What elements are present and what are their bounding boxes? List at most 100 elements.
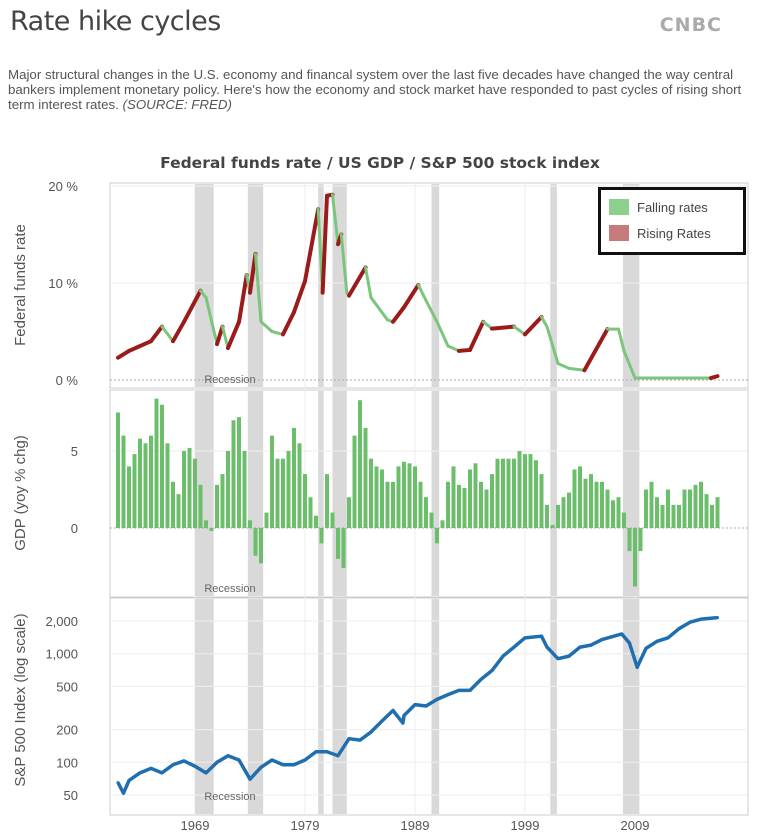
rising-rate-segment [149,324,164,344]
gdp-bar [578,466,582,528]
gdp-bar [693,484,698,528]
gdp-bar [644,489,648,528]
y-tick-label: 50 [64,788,78,803]
sp500-point [281,763,285,767]
sp500-point [127,778,131,782]
falling-rate-segment [424,298,439,324]
y-tick-label: 10 % [48,276,78,291]
gdp-bar [149,435,153,528]
gdp-bar [341,528,346,569]
recession-band [247,391,264,596]
gdp-bar [248,520,252,528]
rising-rate-segment [182,288,203,324]
gdp-bar [363,427,368,528]
sp500-point [424,704,428,708]
recession-band [195,599,214,814]
gdp-bar [699,481,703,528]
gdp-bar [413,466,417,528]
x-tick-label: 1989 [401,818,430,832]
gdp-bar [132,454,137,528]
gdp-bar [583,478,588,528]
gdp-bar [352,435,357,528]
rising-rate-segment [391,305,406,324]
sp500-point [138,771,142,775]
rising-rate-segment [303,207,321,284]
gdp-bar [391,481,395,528]
sp500-point [380,719,384,723]
recession-band [622,599,640,814]
gdp-bar [523,454,527,528]
rising-rate-segment [490,324,516,331]
y-tick-label: 200 [56,723,78,738]
gdp-bar [402,461,406,528]
y-tick-label: 0 [71,521,78,536]
y-tick-label: 100 [56,755,78,770]
gdp-bar [545,504,549,528]
sp500-point [468,688,472,692]
gdp-bar [561,497,566,528]
gdp-bar [154,398,159,528]
sp500-point [226,754,230,758]
gdp-bar [369,458,373,528]
gdp-bar [468,469,472,528]
gdp-bar [528,454,533,528]
falling-rate-segment [259,320,274,333]
gdp-bar [187,447,192,528]
cnbc-logo: CNBC [659,14,722,36]
sp500-point [122,791,125,795]
gdp-bar [281,458,285,528]
falling-rate-segment [556,362,571,370]
gdp-bar [330,512,335,528]
rising-rate-segment [127,344,142,353]
sp500-point [556,657,560,661]
falling-rate-segment [364,265,373,300]
gdp-bar [567,492,571,528]
recession-band [431,599,440,814]
sp500-point [635,665,639,669]
falling-rate-segment [545,325,560,366]
sp500-point [401,721,405,725]
gdp-bar [539,474,544,528]
gdp-bar [517,451,522,528]
rising-rate-segment [226,319,241,350]
gdp-bar [682,489,687,528]
gdp-bar [512,458,516,528]
y-axis-label: Federal funds rate [12,224,29,346]
sp500-point [149,766,153,770]
sp500-point [171,763,175,767]
sp500-point [655,639,659,643]
recession-label: Recession [204,791,255,803]
legend-item-rising[interactable]: Rising Rates [609,225,711,241]
falling-rate-segment [254,252,263,324]
rising-rate-segment [171,319,186,344]
recession-band [195,391,214,596]
y-tick-label: 1,000 [45,647,78,662]
sp500-point [490,669,494,673]
sp500-point [540,634,543,638]
panel-frame-0 [109,182,749,389]
gdp-bar [226,451,230,528]
gdp-bar [308,497,313,528]
sp500-point [336,754,340,758]
recession-label: Recession [204,583,255,595]
gdp-bar [275,458,280,528]
legend-item-falling[interactable]: Falling rates [609,199,708,215]
gdp-bar [688,489,692,528]
legend-label: Rising Rates [637,225,711,241]
sp500-point [215,760,219,764]
gdp-bar [286,451,291,528]
rising-rate-segment [292,279,307,315]
gdp-bar [605,489,610,528]
gdp-bar [193,458,197,528]
sp500-point [204,771,208,775]
panel-frame-1 [109,389,749,598]
sp500-point [369,730,373,734]
gdp-bar [446,481,450,528]
sp500-point [523,636,527,640]
y-tick-label: 500 [56,679,78,694]
gdp-bar [165,443,170,528]
gdp-bar [616,497,621,528]
gdp-bar [600,481,604,528]
rising-rate-segment [320,193,329,295]
gdp-bar [231,420,236,528]
